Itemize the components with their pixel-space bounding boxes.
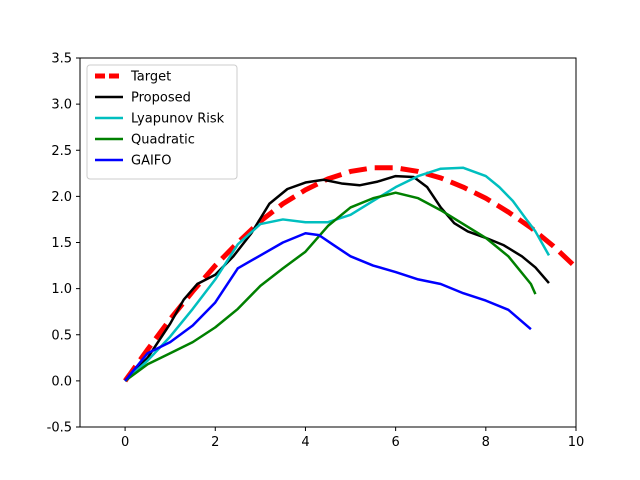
x-tick-label: 6 xyxy=(391,435,399,450)
y-tick-label: 1.5 xyxy=(51,236,72,251)
series-lines xyxy=(123,165,576,383)
y-tick-label: 3.0 xyxy=(51,98,72,113)
legend-label-gaifo: GAIFO xyxy=(131,154,172,169)
y-tick-label: 0.5 xyxy=(51,328,72,343)
series-line-target xyxy=(123,165,576,383)
y-tick-label: 1.0 xyxy=(51,282,72,297)
x-tick-label: 4 xyxy=(301,435,309,450)
series-line-gaifo xyxy=(124,232,532,382)
legend: Target Proposed Lyapunov Risk Quadratic GAIF… xyxy=(86,64,238,180)
legend-label-proposed: Proposed xyxy=(131,91,191,106)
legend-box xyxy=(86,64,238,180)
y-tick-label: 2.0 xyxy=(51,190,72,205)
series-line-lyapunov-risk xyxy=(124,166,551,382)
y-tick-label: 2.5 xyxy=(51,144,72,159)
y-tick-label: 3.5 xyxy=(51,52,72,67)
x-tick-label: 0 xyxy=(121,435,129,450)
legend-label-target: Target xyxy=(130,70,171,85)
y-tick-label: 0.0 xyxy=(51,374,72,389)
legend-label-lyapunov-risk: Lyapunov Risk xyxy=(131,112,225,127)
legend-label-quadratic: Quadratic xyxy=(131,133,195,148)
x-tick-label: 8 xyxy=(482,435,490,450)
y-tick-label: -0.5 xyxy=(47,421,72,436)
x-tick-label: 10 xyxy=(568,435,585,450)
series-line-quadratic xyxy=(124,191,537,382)
axis-ticks: 0 2 4 6 8 10 -0.5 0.0 0.5 1.0 1.5 2.0 2.5 3.0 3.5 xyxy=(47,52,585,451)
x-tick-label: 2 xyxy=(211,435,219,450)
